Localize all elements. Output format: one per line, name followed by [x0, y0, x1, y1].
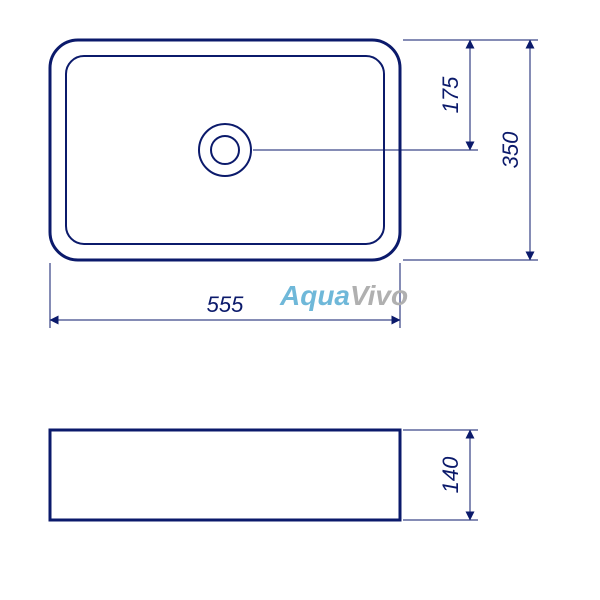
dimension-label: 140 — [438, 456, 463, 493]
drain-outer — [199, 124, 251, 176]
drain-inner — [211, 136, 239, 164]
dimension-label: 555 — [207, 292, 244, 317]
sink-side-outline — [50, 430, 400, 520]
dimension-label: 350 — [498, 131, 523, 168]
technical-drawing: 555 175 350 140 — [0, 0, 600, 600]
dimension-label: 175 — [438, 76, 463, 113]
